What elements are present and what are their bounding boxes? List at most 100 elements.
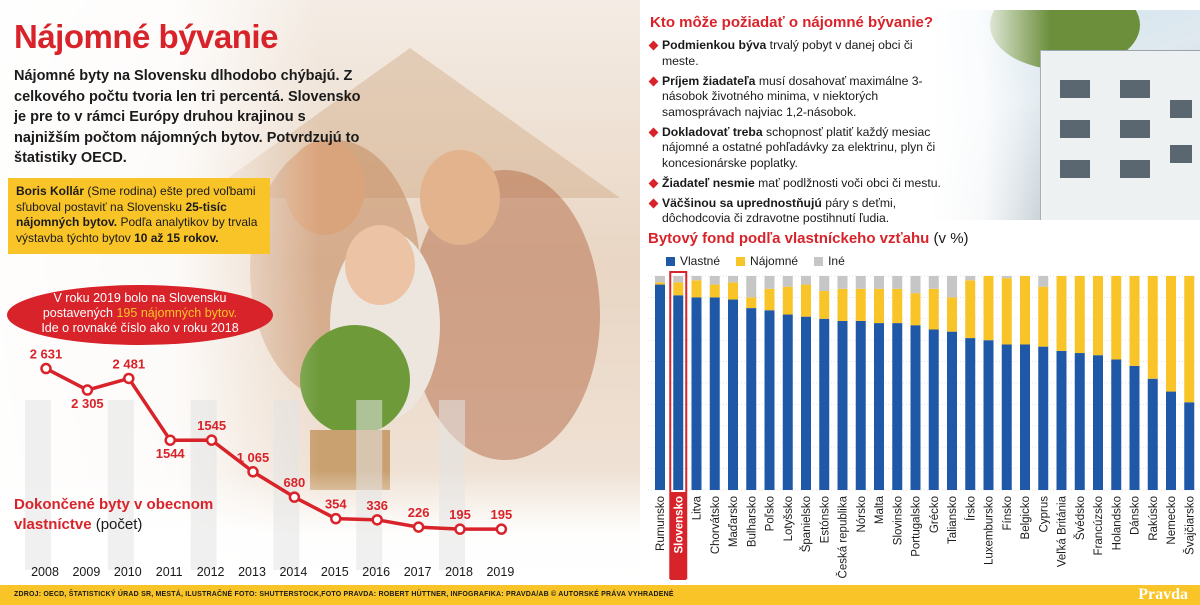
- bar-segment-vlastné: [910, 325, 921, 490]
- category-label: Luxembursko: [984, 496, 996, 565]
- x-tick-label: 2009: [72, 565, 100, 579]
- bar-segment-nájomné: [801, 284, 811, 317]
- x-tick-label: 2012: [197, 565, 225, 579]
- highlight-oval: V roku 2019 bolo na Slovensku postavenýc…: [7, 285, 273, 345]
- line-point: [205, 434, 218, 446]
- bar-segment-vlastné: [874, 323, 884, 490]
- condition-item: Príjem žiadateľa musí dosahovať maximáln…: [648, 74, 950, 121]
- bar-segment-iné: [928, 276, 939, 289]
- bar-segment-nájomné: [673, 282, 684, 296]
- legend-label: Iné: [828, 254, 845, 268]
- condition-text: mať podlžnosti voči obci či mestu.: [754, 175, 941, 190]
- bar-segment-vlastné: [1166, 391, 1176, 490]
- line-point: [371, 514, 383, 526]
- girl-head: [345, 225, 415, 305]
- bar-segment-nájomné: [655, 282, 665, 285]
- bar-segment-vlastné: [965, 338, 976, 490]
- x-tick-label: 2011: [156, 565, 183, 579]
- line-point: [247, 466, 259, 478]
- bar-segment-iné: [691, 276, 702, 281]
- line-point: [164, 434, 176, 446]
- bar-segment-vlastné: [1147, 378, 1158, 490]
- x-tick-label: 2014: [279, 565, 307, 579]
- woman-head: [420, 150, 500, 245]
- x-tick-label: 2018: [445, 565, 473, 579]
- bar-segment-iné: [819, 276, 830, 291]
- bar-segment-iné: [709, 276, 720, 285]
- kollar-name: Boris Kollár: [16, 184, 85, 198]
- footer-source: ZDROJ: OECD, ŠTATISTICKÝ ÚRAD SR, MESTÁ,…: [14, 591, 674, 598]
- bar-segment-iné: [855, 276, 866, 289]
- line-chart-caption: Dokončené byty v obecnom vlastníctve (po…: [14, 495, 213, 535]
- category-label: Holandsko: [1111, 496, 1123, 550]
- legend-item: Iné: [814, 254, 845, 268]
- data-label: 195: [491, 507, 513, 522]
- category-label: Cyprus: [1038, 496, 1050, 533]
- kollar-text-2: Podľa analytikov by trvala výstavba tých…: [16, 215, 258, 245]
- bar-segment-nájomné: [728, 282, 738, 300]
- condition-text: páry s deťmi, dôchodcovia či zdravotne p…: [662, 195, 897, 226]
- bar-segment-nájomné: [746, 297, 757, 309]
- bar-segment-vlastné: [1038, 346, 1049, 490]
- building-window: [1170, 100, 1192, 118]
- bar-segment-iné: [673, 276, 684, 283]
- bar-segment-nájomné: [947, 297, 957, 332]
- bar-segment-iné: [965, 276, 976, 281]
- bar-segment-vlastné: [947, 331, 957, 490]
- condition-item: Väčšinou sa uprednostňujú páry s deťmi, …: [648, 195, 950, 227]
- category-label: Fínsko: [1002, 496, 1014, 531]
- caption-unit: (počet): [91, 516, 143, 533]
- data-label: 336: [366, 498, 388, 513]
- bar-segment-vlastné: [928, 329, 939, 490]
- category-label: Veľká Británia: [1057, 495, 1069, 567]
- bar-segment-vlastné: [1020, 344, 1030, 490]
- bar-segment-iné: [1001, 276, 1012, 279]
- bar-segment-nájomné: [1074, 276, 1085, 354]
- data-label: 2 305: [71, 396, 104, 411]
- category-label: Malta: [874, 495, 886, 524]
- condition-item: Podmienkou býva trvalý pobyt v danej obc…: [648, 38, 950, 69]
- bar-segment-vlastné: [983, 340, 994, 490]
- condition-bold: Žiadateľ nesmie: [662, 175, 755, 190]
- bar-segment-iné: [801, 276, 811, 285]
- building-window: [1060, 160, 1090, 178]
- bar-segment-vlastné: [746, 308, 757, 490]
- x-tick-label: 2015: [321, 565, 349, 579]
- bar-segment-iné: [746, 276, 757, 298]
- bar-segment-nájomné: [1093, 276, 1103, 356]
- who-can-apply-title: Kto môže požiadať o nájomné bývanie?: [650, 14, 934, 31]
- x-tick-label: 2013: [238, 565, 266, 579]
- category-label: Belgicko: [1020, 496, 1032, 539]
- conditions-list: Podmienkou býva trvalý pobyt v danej obc…: [648, 38, 950, 231]
- completed-flats-line: [45, 366, 502, 531]
- photo-fade-bottom: [0, 470, 640, 585]
- category-label: Litva: [692, 495, 704, 520]
- data-label: 1 065: [237, 450, 270, 465]
- category-label: Slovinsko: [892, 496, 904, 545]
- bar-segment-vlastné: [1129, 365, 1140, 490]
- bar-segment-iné: [782, 276, 793, 287]
- bar-segment-nájomné: [892, 288, 903, 324]
- oval-line-3: Ide o rovnaké číslo ako v roku 2018: [41, 321, 239, 335]
- kollar-number: 25-tisíc nájomných bytov.: [16, 199, 227, 230]
- bar-segment-vlastné: [1111, 359, 1122, 490]
- bar-segment-iné: [728, 276, 738, 283]
- building-window: [1170, 145, 1192, 163]
- caption-line-1: Dokončené byty v obecnom: [14, 496, 214, 513]
- bar-segment-nájomné: [764, 288, 775, 311]
- legend-label: Vlastné: [680, 254, 721, 268]
- bar-segment-vlastné: [1056, 350, 1067, 490]
- bar-segment-vlastné: [728, 299, 738, 490]
- bar-segment-vlastné: [691, 297, 702, 490]
- x-tick-label: 2008: [31, 565, 59, 579]
- condition-text: trvalý pobyt v danej obci či meste.: [662, 38, 913, 68]
- year-band: [356, 400, 383, 570]
- main-title: Nájomné bývanie: [14, 18, 278, 55]
- bar-segment-iné: [874, 276, 884, 289]
- category-label: Rakúsko: [1148, 496, 1160, 541]
- condition-bold: Väčšinou sa uprednostňujú: [662, 195, 822, 210]
- bar-segment-nájomné: [782, 286, 793, 315]
- bar-segment-iné: [1038, 276, 1049, 287]
- condition-bold: Podmienkou býva: [662, 38, 767, 52]
- bar-segment-vlastné: [819, 318, 830, 490]
